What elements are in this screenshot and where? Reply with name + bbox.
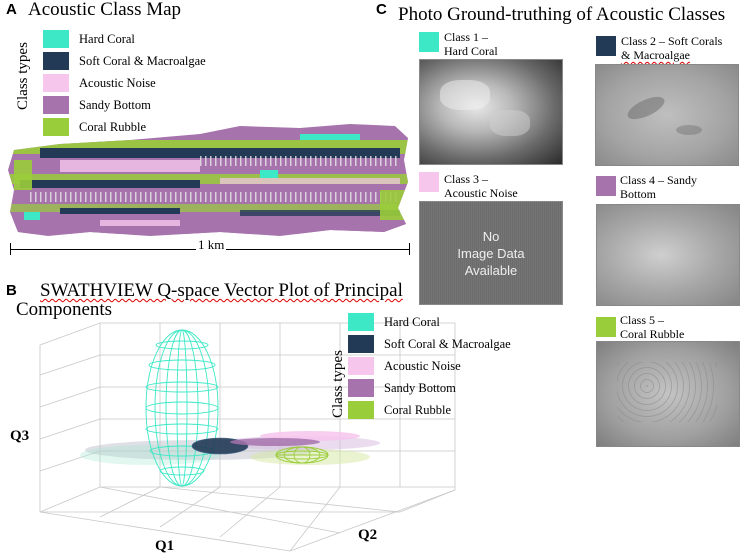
legend-swatch (43, 96, 69, 114)
photo-soft-corals-macroalgae (595, 64, 739, 166)
no-image-line: Available (464, 262, 518, 278)
caption-line: Class 1 – (444, 30, 489, 44)
caption-line: Bottom (620, 187, 657, 201)
panel-c-letter: C (376, 1, 387, 18)
plot-box (39, 322, 456, 552)
panel-b-title-line1: SWATHVIEW Q-space Vector Plot of Princip… (40, 280, 403, 302)
legend-item-hard-coral: Hard Coral (348, 311, 511, 333)
caption-class-4: Class 4 – Sandy Bottom (620, 173, 697, 201)
legend-item-coral-rubble: Coral Rubble (43, 116, 206, 138)
acoustic-class-map (8, 124, 408, 236)
caption-line: Coral Rubble (620, 327, 685, 341)
legend-swatch (348, 357, 374, 375)
legend-label: Acoustic Noise (384, 358, 461, 373)
ellipsoid-hard-coral (145, 329, 219, 487)
photo-coral-rubble (596, 341, 740, 447)
legend-item-hard-coral: Hard Coral (43, 28, 206, 50)
legend-item-sandy-bottom: Sandy Bottom (43, 94, 206, 116)
caption-class-3: Class 3 – Acoustic Noise (444, 172, 518, 200)
legend-item-acoustic-noise: Acoustic Noise (348, 355, 511, 377)
legend-item-soft-coral: Soft Coral & Macroalgae (348, 333, 511, 355)
scale-bar-label: 1 km (196, 237, 227, 253)
photo-hard-coral (419, 59, 563, 165)
caption-class-2: Class 2 – Soft Corals & Macroalgae (621, 34, 722, 62)
panel-a-letter: A (6, 1, 17, 18)
legend-item-coral-rubble: Coral Rubble (348, 399, 511, 421)
caption-line: Class 4 – Sandy (620, 173, 698, 187)
legend-label: Sandy Bottom (384, 380, 456, 395)
legend-label: Coral Rubble (79, 119, 147, 134)
panel-a-legend-title: Class types (15, 42, 31, 110)
caption-swatch-sandy-bottom (596, 176, 616, 196)
legend-swatch (348, 401, 374, 419)
legend-label: Soft Coral & Macroalgae (384, 336, 511, 351)
panel-c-title: Photo Ground-truthing of Acoustic Classe… (398, 4, 726, 25)
ellipsoid-sandy-bottom (230, 438, 320, 446)
caption-class-1: Class 1 – Hard Coral (444, 30, 498, 58)
legend-swatch (348, 313, 374, 331)
legend-swatch (348, 335, 374, 353)
legend-swatch (43, 118, 69, 136)
axis-label-q1: Q1 (155, 538, 175, 554)
caption-line: & Macroalgae (621, 48, 722, 62)
no-image-line: No (482, 228, 500, 244)
legend-swatch (43, 52, 69, 70)
caption-line: Class 2 – Soft Corals (621, 34, 723, 48)
caption-text: & Macroalgae (621, 48, 690, 62)
panel-b-legend-title: Class types (330, 350, 346, 418)
ellipsoid-coral-rubble (275, 446, 329, 464)
no-image-message: No Image Data Available (420, 202, 562, 304)
legend-label: Acoustic Noise (79, 75, 156, 90)
legend-item-acoustic-noise: Acoustic Noise (43, 72, 206, 94)
caption-swatch-coral-rubble (596, 317, 616, 337)
photo-acoustic-noise-placeholder: No Image Data Available (419, 201, 563, 305)
q-space-plot (39, 322, 456, 552)
legend-swatch (348, 379, 374, 397)
caption-swatch-hard-coral (419, 32, 439, 52)
legend-label: Sandy Bottom (79, 97, 151, 112)
no-image-line: Image Data (457, 245, 525, 261)
axis-label-q3: Q3 (10, 428, 30, 444)
caption-swatch-soft-coral (596, 36, 616, 56)
legend-label: Coral Rubble (384, 402, 452, 417)
panel-b-legend: Hard Coral Soft Coral & Macroalgae Acous… (348, 311, 511, 421)
caption-class-5: Class 5 – Coral Rubble (620, 313, 684, 341)
map-region (8, 124, 408, 236)
caption-swatch-acoustic-noise (419, 172, 439, 192)
scale-bar-tick-right (409, 243, 410, 255)
legend-label: Soft Coral & Macroalgae (79, 53, 206, 68)
panel-b-letter: B (6, 282, 17, 299)
caption-line: Class 3 – (444, 172, 489, 186)
legend-swatch (43, 74, 69, 92)
legend-label: Hard Coral (384, 314, 440, 329)
legend-item-soft-coral: Soft Coral & Macroalgae (43, 50, 206, 72)
legend-swatch (43, 30, 69, 48)
caption-line: Class 5 – (620, 313, 665, 327)
caption-line: Acoustic Noise (444, 186, 518, 200)
caption-line: Hard Coral (444, 44, 498, 58)
panel-b-title-text: SWATHVIEW Q-space Vector Plot of Princip… (40, 280, 403, 301)
panel-b-title-line2: Components (16, 299, 113, 320)
photo-sandy-bottom (596, 204, 740, 306)
panel-a-legend: Hard Coral Soft Coral & Macroalgae Acous… (43, 28, 206, 138)
axis-label-q2: Q2 (358, 527, 378, 543)
legend-item-sandy-bottom: Sandy Bottom (348, 377, 511, 399)
scale-bar-tick-left (10, 243, 11, 255)
panel-a-title: Acoustic Class Map (28, 0, 182, 20)
legend-label: Hard Coral (79, 31, 135, 46)
